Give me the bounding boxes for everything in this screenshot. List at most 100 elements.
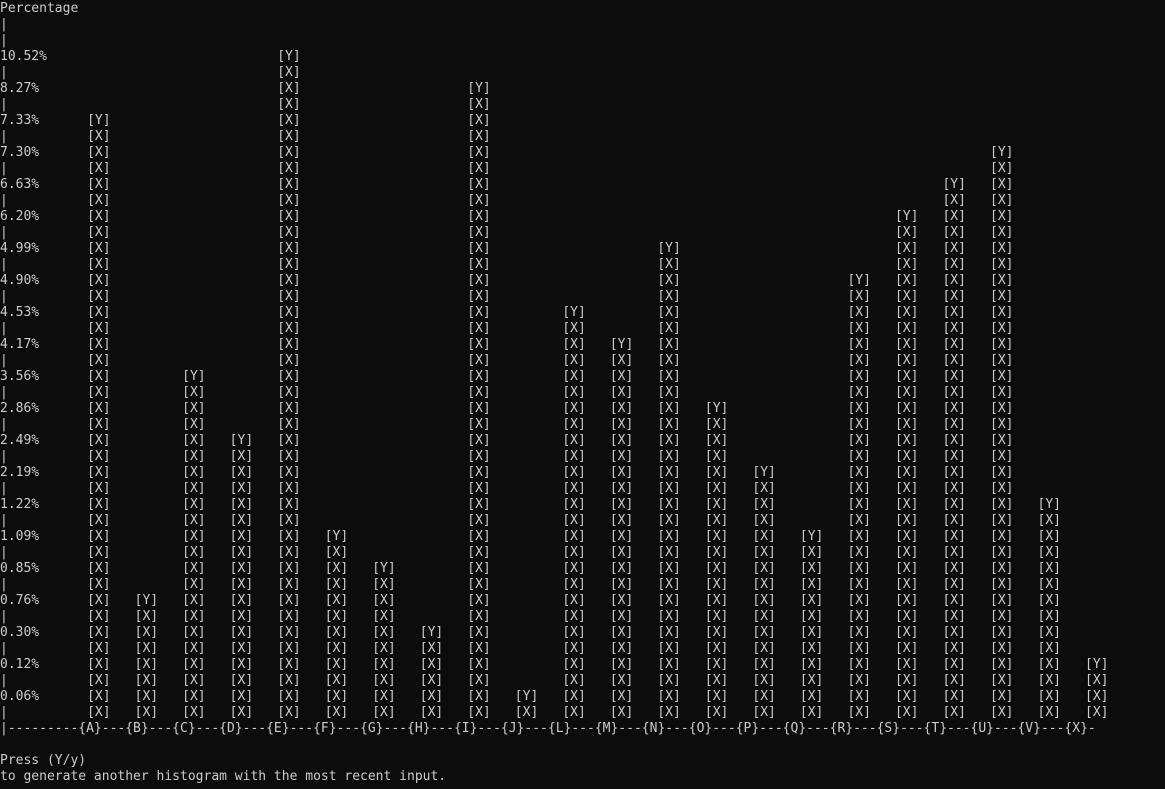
bar-top-cell: [Y] — [229, 433, 254, 448]
bar-cell: [X] — [942, 289, 966, 304]
bar-cell: [X] — [752, 625, 776, 640]
bar-cell: [X] — [277, 561, 301, 576]
bar-top-cell: [Y] — [847, 273, 871, 288]
y-axis-line: | — [0, 97, 8, 112]
bar-cell: [X] — [562, 401, 586, 416]
bar-cell: [X] — [609, 433, 634, 448]
bar-top-cell: [Y] — [1085, 657, 1109, 672]
bar-cell: [X] — [942, 545, 966, 560]
bar-cell: [X] — [942, 641, 966, 656]
bar-cell: [X] — [229, 641, 254, 656]
bar-cell: [X] — [990, 337, 1014, 352]
bar-cell: [X] — [134, 705, 159, 720]
bar-cell: [X] — [467, 401, 491, 416]
bar-cell: [X] — [229, 513, 254, 528]
bar-cell: [X] — [1037, 705, 1061, 720]
bar-cell: [X] — [752, 529, 776, 544]
bar-cell: [X] — [894, 561, 919, 576]
bar-cell: [X] — [467, 625, 491, 640]
bar-cell: [X] — [942, 449, 966, 464]
bar-cell: [X] — [467, 145, 491, 160]
bar-cell: [X] — [990, 401, 1014, 416]
bar-cell: [X] — [847, 401, 871, 416]
bar-cell: [X] — [799, 593, 824, 608]
bar-cell: [X] — [87, 689, 111, 704]
bar-cell: [X] — [87, 177, 111, 192]
bar-cell: [X] — [990, 561, 1014, 576]
bar-cell: [X] — [467, 289, 491, 304]
bar-top-cell: [Y] — [799, 529, 824, 544]
bar-cell: [X] — [657, 609, 681, 624]
y-axis-line: | — [0, 417, 8, 432]
y-axis-line: | — [0, 385, 8, 400]
bar-cell: [X] — [942, 609, 966, 624]
bar-cell: [X] — [990, 657, 1014, 672]
bar-cell: [X] — [1037, 657, 1061, 672]
bar-cell: [X] — [609, 641, 634, 656]
bar-cell: [X] — [87, 129, 111, 144]
bar-cell: [X] — [372, 657, 396, 672]
bar-cell: [X] — [894, 337, 919, 352]
bar-cell: [X] — [704, 465, 729, 480]
bar-cell: [X] — [847, 625, 871, 640]
bar-cell: [X] — [467, 561, 491, 576]
bar-cell: [X] — [562, 337, 586, 352]
bar-cell: [X] — [847, 673, 871, 688]
bar-cell: [X] — [562, 609, 586, 624]
bar-cell: [X] — [277, 369, 301, 384]
bar-cell: [X] — [704, 481, 729, 496]
bar-cell: [X] — [894, 401, 919, 416]
y-axis-title: Percentage — [0, 1, 79, 16]
bar-cell: [X] — [324, 561, 349, 576]
bar-cell: [X] — [657, 401, 681, 416]
y-axis-line: | — [0, 129, 8, 144]
bar-cell: [X] — [1037, 577, 1061, 592]
bar-cell: [X] — [942, 481, 966, 496]
bar-cell: [X] — [894, 433, 919, 448]
bar-cell: [X] — [1085, 705, 1109, 720]
bar-cell: [X] — [609, 609, 634, 624]
bar-cell: [X] — [990, 481, 1014, 496]
bar-cell: [X] — [277, 673, 301, 688]
bar-cell: [X] — [1037, 561, 1061, 576]
bar-cell: [X] — [894, 705, 919, 720]
bar-cell: [X] — [847, 641, 871, 656]
bar-cell: [X] — [372, 577, 396, 592]
bar-cell: [X] — [467, 113, 491, 128]
bar-cell: [X] — [182, 705, 206, 720]
bar-cell: [X] — [182, 417, 206, 432]
bar-cell: [X] — [562, 593, 586, 608]
bar-cell: [X] — [942, 385, 966, 400]
bar-cell: [X] — [562, 513, 586, 528]
bar-cell: [X] — [799, 689, 824, 704]
bar-cell: [X] — [277, 113, 301, 128]
bar-cell: [X] — [87, 673, 111, 688]
y-tick-label: 10.52% — [0, 49, 47, 64]
bar-cell: [X] — [990, 193, 1014, 208]
bar-cell: [X] — [182, 577, 206, 592]
y-tick-label: 0.30% — [0, 625, 40, 640]
bar-top-cell: [Y] — [942, 177, 966, 192]
bar-cell: [X] — [704, 689, 729, 704]
bar-cell: [X] — [467, 433, 491, 448]
y-tick-label: 2.49% — [0, 433, 40, 448]
bar-cell: [X] — [1037, 673, 1061, 688]
bar-cell: [X] — [847, 321, 871, 336]
bar-cell: [X] — [87, 449, 111, 464]
bar-cell: [X] — [942, 417, 966, 432]
bar-cell: [X] — [467, 481, 491, 496]
bar-cell: [X] — [134, 689, 159, 704]
bar-top-cell: [Y] — [182, 369, 206, 384]
bar-cell: [X] — [609, 657, 634, 672]
bar-cell: [X] — [847, 545, 871, 560]
bar-cell: [X] — [182, 689, 206, 704]
bar-cell: [X] — [229, 465, 254, 480]
bar-cell: [X] — [847, 289, 871, 304]
bar-cell: [X] — [467, 497, 491, 512]
bar-cell: [X] — [657, 593, 681, 608]
y-axis-line: | — [0, 641, 8, 656]
bar-cell: [X] — [657, 545, 681, 560]
y-axis-line: | — [0, 609, 8, 624]
bar-cell: [X] — [182, 465, 206, 480]
bar-cell: [X] — [657, 273, 681, 288]
